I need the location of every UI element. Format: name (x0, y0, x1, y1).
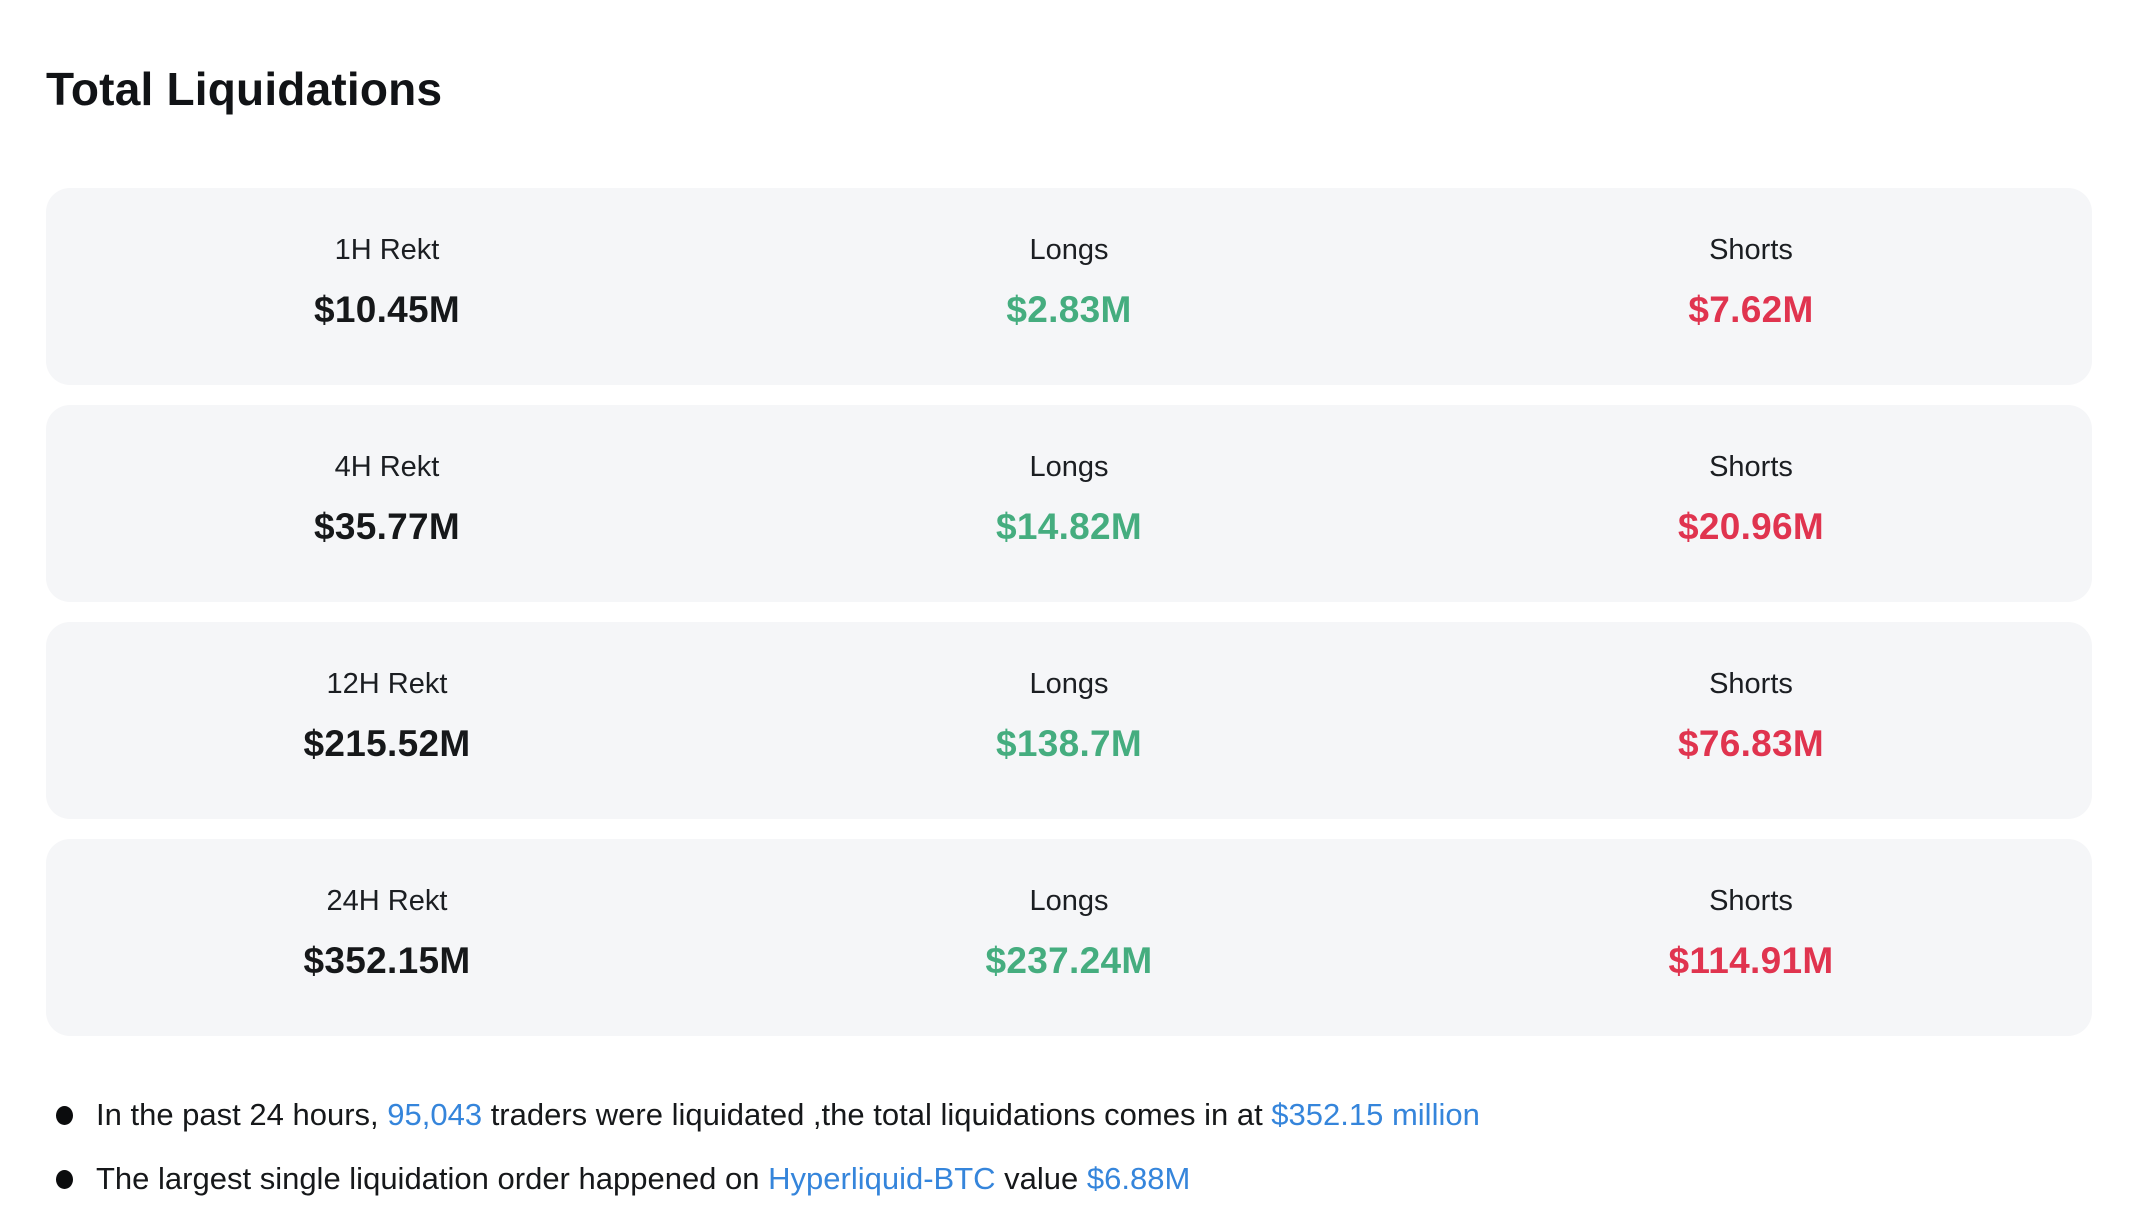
bullet-icon (56, 1106, 73, 1125)
liquidation-row-24h: 24H Rekt $352.15M Longs $237.24M Shorts … (46, 839, 2092, 1036)
longs-label: Longs (1029, 234, 1109, 266)
shorts-value: $20.96M (1677, 506, 1825, 547)
note-text: value (995, 1160, 1087, 1196)
liquidation-row-4h: 4H Rekt $35.77M Longs $14.82M Shorts $20… (46, 405, 2092, 602)
rekt-cell: 24H Rekt $352.15M (46, 885, 728, 982)
rekt-cell: 1H Rekt $10.45M (46, 234, 728, 331)
liquidation-row-1h: 1H Rekt $10.45M Longs $2.83M Shorts $7.6… (46, 188, 2092, 385)
longs-cell: Longs $237.24M (728, 885, 1410, 982)
rekt-total-value: $352.15M (303, 940, 471, 981)
note-24h-summary: In the past 24 hours, 95,043 traders wer… (46, 1094, 2092, 1136)
longs-cell: Longs $138.7M (728, 668, 1410, 765)
rekt-total-value: $35.77M (313, 506, 461, 547)
longs-value: $14.82M (995, 506, 1143, 547)
shorts-cell: Shorts $7.62M (1410, 234, 2092, 331)
longs-value: $2.83M (1006, 289, 1132, 330)
shorts-label: Shorts (1709, 451, 1793, 483)
period-label: 1H Rekt (334, 234, 440, 266)
liquidation-row-12h: 12H Rekt $215.52M Longs $138.7M Shorts $… (46, 622, 2092, 819)
longs-label: Longs (1029, 885, 1109, 917)
period-label: 12H Rekt (326, 668, 448, 700)
longs-value: $138.7M (995, 723, 1143, 764)
largest-order-value-link[interactable]: $6.88M (1086, 1160, 1191, 1196)
shorts-label: Shorts (1709, 234, 1793, 266)
summary-notes: In the past 24 hours, 95,043 traders wer… (46, 1094, 2092, 1200)
liquidation-cards: 1H Rekt $10.45M Longs $2.83M Shorts $7.6… (46, 188, 2092, 1036)
page-title: Total Liquidations (46, 63, 443, 115)
bullet-icon (56, 1169, 73, 1189)
shorts-value: $7.62M (1688, 289, 1814, 330)
shorts-label: Shorts (1709, 885, 1793, 917)
note-text: In the past 24 hours, (96, 1097, 388, 1132)
total-liquidations-link[interactable]: $352.15 million (1271, 1097, 1480, 1132)
note-text: The largest single liquidation order hap… (96, 1160, 769, 1196)
hyperliquid-btc-link[interactable]: Hyperliquid-BTC (768, 1160, 996, 1196)
shorts-cell: Shorts $20.96M (1410, 451, 2092, 548)
shorts-cell: Shorts $114.91M (1410, 885, 2092, 982)
longs-label: Longs (1029, 668, 1109, 700)
shorts-value: $76.83M (1677, 723, 1825, 764)
shorts-cell: Shorts $76.83M (1410, 668, 2092, 765)
longs-value: $237.24M (985, 940, 1153, 981)
shorts-value: $114.91M (1668, 940, 1834, 981)
rekt-total-value: $215.52M (303, 723, 471, 764)
rekt-cell: 4H Rekt $35.77M (46, 451, 728, 548)
period-label: 24H Rekt (326, 885, 448, 917)
longs-label: Longs (1029, 451, 1109, 483)
rekt-total-value: $10.45M (313, 289, 461, 330)
rekt-cell: 12H Rekt $215.52M (46, 668, 728, 765)
longs-cell: Longs $2.83M (728, 234, 1410, 331)
note-largest-order: The largest single liquidation order hap… (46, 1158, 2092, 1200)
period-label: 4H Rekt (334, 451, 440, 483)
longs-cell: Longs $14.82M (728, 451, 1410, 548)
traders-count-link[interactable]: 95,043 (387, 1097, 483, 1132)
shorts-label: Shorts (1709, 668, 1793, 700)
note-text: traders were liquidated ,the total liqui… (482, 1097, 1272, 1132)
